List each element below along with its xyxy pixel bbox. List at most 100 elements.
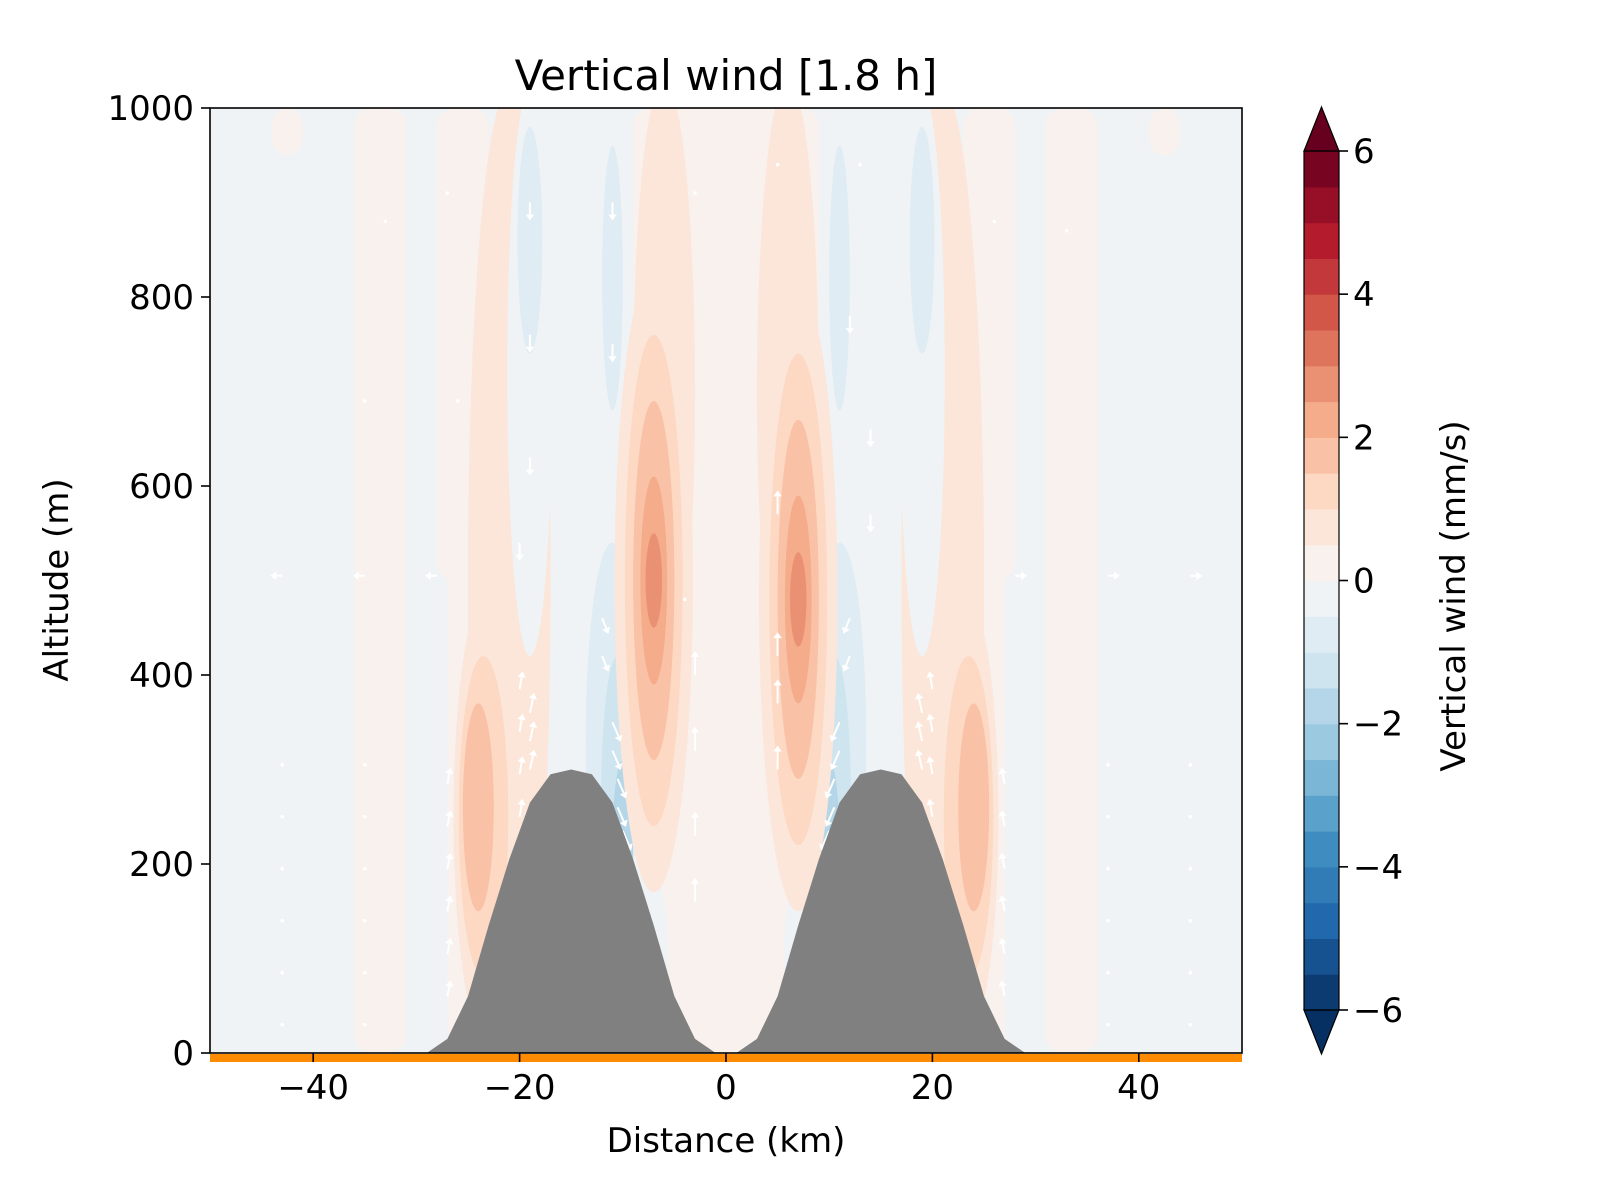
wind-vector [690, 651, 700, 675]
plot-area [209, 107, 1243, 1062]
wind-vector [270, 571, 283, 580]
wind-vector [280, 1022, 285, 1027]
wind-vector [1188, 1022, 1193, 1027]
wind-vector [363, 866, 367, 871]
wind-vector [914, 692, 924, 714]
wind-vector [690, 726, 700, 751]
wind-vector [926, 713, 935, 732]
wind-vector [280, 918, 285, 923]
colorbar-segment [1304, 652, 1339, 689]
wind-vector [616, 806, 628, 827]
wind-vector [363, 762, 367, 767]
colorbar-extend-max [1303, 105, 1340, 152]
wind-vector [1188, 866, 1193, 871]
colorbar-segment [1304, 294, 1339, 331]
wind-vector [280, 970, 285, 975]
colorbar-segment [1304, 401, 1339, 438]
wind-vector [517, 798, 526, 817]
y-tick-label: 0 [172, 1034, 194, 1074]
wind-vector [515, 542, 524, 561]
wind-vector [773, 745, 782, 770]
wind-contour-patch [517, 126, 543, 354]
colorbar-tick-label: 0 [1353, 562, 1375, 602]
wind-vector [824, 806, 836, 827]
wind-vector [866, 429, 875, 448]
colorbar-label: Vertical wind (mm/s) [1434, 420, 1474, 771]
wind-contour-patch [645, 533, 663, 628]
colorbar-segment [1304, 186, 1339, 224]
wind-vector [611, 721, 623, 742]
wind-vector [858, 162, 862, 167]
wind-vector [383, 219, 388, 224]
wind-vector [363, 970, 367, 975]
wind-vector [455, 399, 460, 403]
wind-vector [445, 191, 450, 195]
wind-contour-patch [271, 108, 303, 156]
wind-vector [773, 632, 782, 657]
wind-vector [775, 162, 780, 167]
wind-vector [517, 671, 526, 690]
wind-vector [363, 814, 367, 819]
wind-vector [608, 202, 617, 221]
wind-vector [525, 457, 535, 476]
wind-vector [608, 344, 617, 363]
wind-contour-patch [958, 703, 990, 912]
colorbar-tick-label: −6 [1353, 991, 1403, 1031]
wind-vector [1188, 918, 1193, 923]
wind-vector [914, 749, 924, 770]
wind-vector [1064, 229, 1069, 233]
wind-vector [445, 767, 454, 784]
y-tick-label: 600 [129, 467, 194, 507]
wind-contour-patch [909, 126, 935, 354]
y-tick-label: 400 [129, 656, 194, 696]
colorbar-tick-label: −2 [1353, 705, 1403, 745]
x-tick-label: 0 [715, 1068, 737, 1108]
colorbar-segment [1304, 759, 1339, 796]
wind-vector [445, 980, 454, 997]
wind-vector [528, 692, 538, 714]
wind-vector [926, 756, 935, 775]
wind-vector [998, 810, 1007, 827]
y-tick-label: 200 [129, 845, 194, 885]
colorbar-tick-label: 4 [1353, 275, 1375, 315]
wind-vector [445, 895, 454, 912]
wind-vector [690, 811, 700, 836]
wind-vector [1188, 762, 1193, 767]
x-tick-label: −40 [277, 1068, 349, 1108]
x-tick-label: −20 [484, 1068, 556, 1108]
colorbar-segment [1304, 437, 1339, 474]
wind-vector [601, 617, 611, 634]
wind-vector [998, 937, 1007, 954]
x-tick-label: 40 [1117, 1068, 1160, 1108]
wind-vector [525, 334, 535, 353]
wind-contour-patch [602, 145, 623, 411]
wind-vector [926, 671, 935, 690]
wind-vector [998, 895, 1007, 912]
wind-vector [621, 830, 633, 851]
colorbar-segment [1304, 151, 1339, 188]
colorbar-segment [1304, 580, 1339, 617]
colorbar-segment [1304, 974, 1339, 1011]
colorbar-segment [1304, 866, 1339, 904]
wind-vector [445, 852, 454, 869]
x-tick-label: 20 [911, 1068, 954, 1108]
wind-vector [914, 721, 924, 742]
wind-vector [517, 713, 526, 732]
colorbar-segment [1304, 329, 1339, 367]
colorbar-extend-min [1303, 1009, 1340, 1056]
y-tick-label: 800 [129, 278, 194, 318]
terrain-ridges [426, 769, 1026, 1053]
wind-vector [528, 721, 538, 742]
wind-vector [445, 810, 454, 827]
wind-vector [1106, 918, 1110, 923]
wind-vector [1188, 970, 1193, 975]
y-tick-label: 1000 [107, 89, 194, 129]
colorbar-segment [1304, 473, 1339, 510]
wind-vector [517, 756, 526, 775]
wind-vector [824, 778, 836, 799]
wind-vector [845, 315, 855, 334]
colorbar-segment [1304, 365, 1339, 403]
wind-vector [829, 721, 841, 742]
colorbar-tick-label: −4 [1353, 848, 1403, 888]
